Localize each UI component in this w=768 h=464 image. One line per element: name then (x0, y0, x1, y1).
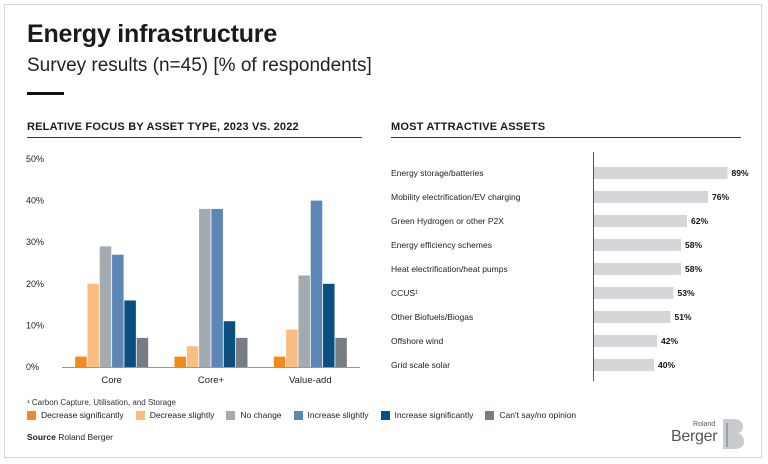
chart-card (4, 4, 762, 458)
y-tick-label: 10% (26, 320, 44, 330)
bar (594, 191, 708, 203)
source-line: Source Roland Berger (27, 432, 113, 442)
bar (594, 215, 687, 227)
page-title: Energy infrastructure (27, 20, 278, 48)
legend-item: Increase significantly (380, 410, 474, 420)
legend-item: Decrease slightly (135, 410, 215, 420)
bar-no-change-core- (199, 208, 211, 367)
value-label: 53% (678, 288, 695, 298)
bar-decrease-slightly-value-add (286, 329, 298, 367)
value-label: 58% (685, 240, 702, 250)
right-section-rule (391, 137, 741, 138)
category-label: Green Hydrogen or other P2X (391, 216, 504, 226)
bar-decrease-significantly-core (75, 356, 87, 367)
logo-text-big: Berger (671, 428, 718, 445)
legend-item: Can't say/no opinion (485, 410, 576, 420)
bar-decrease-slightly-core- (186, 346, 199, 367)
legend-item: Increase slightly (293, 410, 369, 420)
value-label: 58% (685, 264, 702, 274)
legend-label: No change (240, 410, 282, 420)
value-label: 76% (712, 192, 729, 202)
legend-swatch (293, 410, 303, 420)
legend-swatch (485, 410, 495, 420)
page-subtitle: Survey results (n=45) [% of respondents] (27, 55, 372, 76)
bar-increase-significantly-core (124, 300, 136, 367)
source-text: Roland Berger (58, 432, 114, 442)
bar-increase-slightly-core (112, 254, 124, 367)
value-label: 89% (732, 168, 749, 178)
y-tick-label: 0% (26, 362, 39, 372)
bar-no-change-core (99, 246, 112, 367)
category-label: Grid scale solar (391, 360, 450, 370)
category-label: Heat electrification/heat pumps (391, 264, 508, 274)
value-label: 40% (658, 360, 675, 370)
value-label: 51% (675, 312, 692, 322)
bar (594, 359, 654, 371)
bar-can-t-say-no-opinion-core- (236, 337, 248, 367)
legend-label: Increase slightly (307, 410, 369, 420)
value-label: 62% (691, 216, 708, 226)
legend-label: Increase significantly (394, 410, 474, 420)
x-tick-label: Core+ (198, 375, 225, 386)
bar (594, 167, 728, 179)
grouped-bar-chart: 0% 10% 20% 30% 40% 50% Core Core+ Value-add (26, 154, 360, 386)
legend-swatch (27, 410, 36, 420)
bar-increase-significantly-core- (223, 321, 236, 367)
legend-item: Decrease significantly (27, 410, 124, 420)
legend-label: Decrease significantly (41, 410, 124, 420)
category-label: CCUS¹ (391, 288, 418, 298)
value-label: 42% (661, 336, 678, 346)
legend-label: Decrease slightly (149, 410, 215, 420)
category-label: Other Biofuels/Biogas (391, 312, 473, 322)
bar (594, 239, 681, 251)
horizontal-bar-chart: Energy storage/batteries 89% Mobility elec… (391, 152, 749, 381)
y-tick-label: 40% (26, 196, 44, 206)
left-section-rule (27, 137, 362, 138)
source-label: Source (27, 432, 56, 442)
category-label: Energy efficiency schemes (391, 240, 492, 250)
chart-legend: Decrease significantly Decrease slightly N… (27, 410, 588, 420)
legend-label: Can't say/no opinion (499, 410, 577, 420)
legend-swatch (226, 410, 236, 420)
y-tick-label: 20% (26, 279, 44, 289)
legend-swatch (380, 410, 390, 420)
title-underline (27, 92, 64, 95)
right-section-title: MOST ATTRACTIVE ASSETS (391, 121, 546, 133)
bar-increase-slightly-value-add (310, 200, 323, 367)
category-label: Energy storage/batteries (391, 168, 484, 178)
bar (594, 263, 681, 275)
bar-can-t-say-no-opinion-core (136, 337, 149, 367)
bar (594, 287, 674, 299)
logo-text-small: Roland (693, 421, 716, 428)
legend-swatch (135, 410, 145, 420)
legend-item: No change (226, 410, 282, 420)
roland-berger-logo: Roland Berger (671, 417, 746, 451)
bar-increase-significantly-value-add (323, 283, 335, 367)
x-tick-label: Core (101, 375, 122, 386)
bar-no-change-value-add (298, 275, 310, 367)
footnote: ¹ Carbon Capture, Utilisation, and Stora… (27, 398, 176, 407)
bar-increase-slightly-core- (211, 208, 223, 367)
bar-decrease-significantly-value-add (273, 356, 286, 367)
bar-decrease-significantly-core- (174, 356, 186, 367)
bar-can-t-say-no-opinion-value-add (335, 337, 347, 367)
bar (594, 311, 671, 323)
category-label: Mobility electrification/EV charging (391, 192, 521, 202)
y-tick-label: 30% (26, 237, 44, 247)
left-section-title: RELATIVE FOCUS BY ASSET TYPE, 2023 VS. 2… (27, 121, 299, 133)
logo-b-mark-icon (723, 419, 744, 449)
x-tick-label: Value-add (289, 375, 332, 386)
category-label: Offshore wind (391, 336, 444, 346)
bar (594, 335, 657, 347)
bar-decrease-slightly-core (87, 283, 99, 367)
y-tick-label: 50% (26, 154, 44, 164)
